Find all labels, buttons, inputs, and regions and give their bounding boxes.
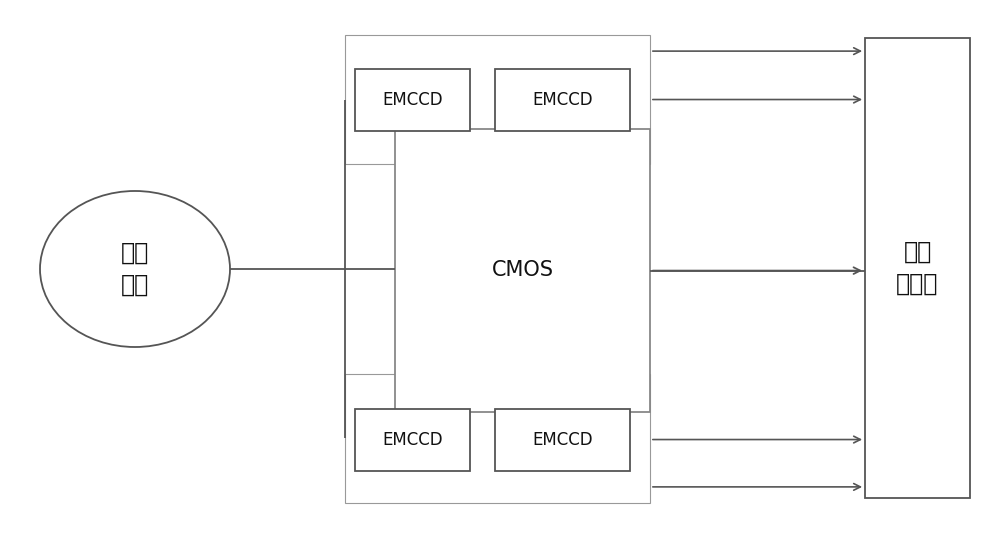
Bar (345, 374, 650, 503)
Text: CMOS: CMOS (492, 260, 554, 280)
Text: 图像
处理器: 图像 处理器 (896, 240, 939, 295)
Text: EMCCD: EMCCD (382, 431, 443, 449)
Text: EMCCD: EMCCD (532, 431, 593, 449)
Bar (865, 38, 970, 498)
Bar (495, 69, 630, 131)
Bar (395, 129, 650, 412)
Text: EMCCD: EMCCD (382, 91, 443, 109)
Bar (355, 69, 470, 131)
Text: EMCCD: EMCCD (532, 91, 593, 109)
Text: 光学
系统: 光学 系统 (121, 241, 149, 297)
Bar (495, 409, 630, 471)
Bar (345, 35, 650, 164)
Bar (355, 409, 470, 471)
